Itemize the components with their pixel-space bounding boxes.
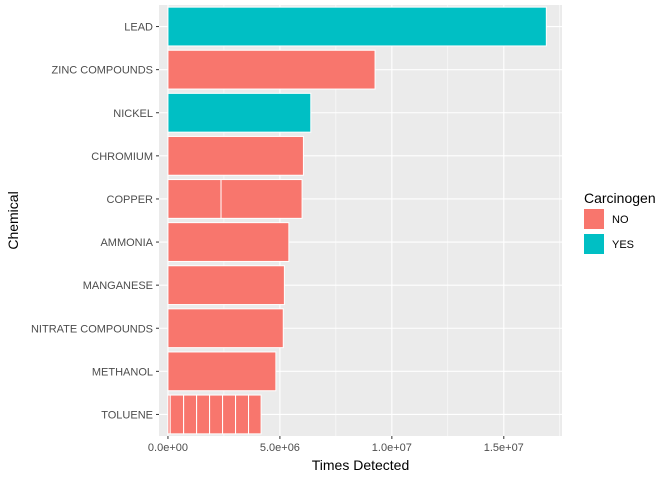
x-axis-title: Times Detected <box>312 457 410 473</box>
bar-segment <box>167 92 312 133</box>
y-tick-label: NITRATE COMPOUNDS <box>31 323 153 335</box>
bar-segment <box>196 394 211 435</box>
bar-segment <box>235 394 250 435</box>
bar-segment <box>167 6 547 47</box>
y-tick-label: CHROMIUM <box>91 151 153 163</box>
x-axis: 0.0e+00 5.0e+06 1.0e+07 1.5e+07 <box>148 436 524 454</box>
bar-segment <box>167 351 277 392</box>
y-tick-label: TOLUENE <box>101 409 153 421</box>
x-tick-label: 5.0e+06 <box>260 442 300 454</box>
x-tick-label: 0.0e+00 <box>148 442 188 454</box>
bar-segment <box>183 394 198 435</box>
x-tick-label: 1.5e+07 <box>484 442 524 454</box>
y-tick-label: NICKEL <box>113 108 153 120</box>
bar-segment <box>167 135 304 176</box>
x-tick-label: 1.0e+07 <box>372 442 412 454</box>
legend-key-yes <box>584 234 604 254</box>
y-tick-label: METHANOL <box>92 366 153 378</box>
bar-segment <box>209 394 224 435</box>
bar-segment <box>169 394 185 435</box>
y-tick-label: LEAD <box>124 22 153 34</box>
bar-segment <box>167 222 290 262</box>
bar-segment <box>220 179 303 219</box>
legend: Carcinogen NO YES <box>584 190 656 254</box>
bar-segment <box>248 394 262 435</box>
legend-label-yes: YES <box>612 239 634 251</box>
y-tick-label: MANGANESE <box>83 280 153 292</box>
legend-label-no: NO <box>612 214 629 226</box>
y-axis-title: Chemical <box>5 191 21 249</box>
legend-title: Carcinogen <box>584 190 656 206</box>
bar-segment <box>167 265 285 306</box>
y-tick-label: ZINC COMPOUNDS <box>52 65 153 77</box>
y-tick-label: COPPER <box>107 194 154 206</box>
bar-segment <box>167 49 376 90</box>
bar-segment <box>167 179 222 219</box>
bars-layer <box>167 6 547 435</box>
y-axis: LEAD ZINC COMPOUNDS NICKEL CHROMIUM COPPER AM… <box>31 22 159 421</box>
bar-segment <box>222 394 237 435</box>
legend-key-no <box>584 209 604 229</box>
y-tick-label: AMMONIA <box>100 237 153 249</box>
bar-segment <box>167 308 284 349</box>
